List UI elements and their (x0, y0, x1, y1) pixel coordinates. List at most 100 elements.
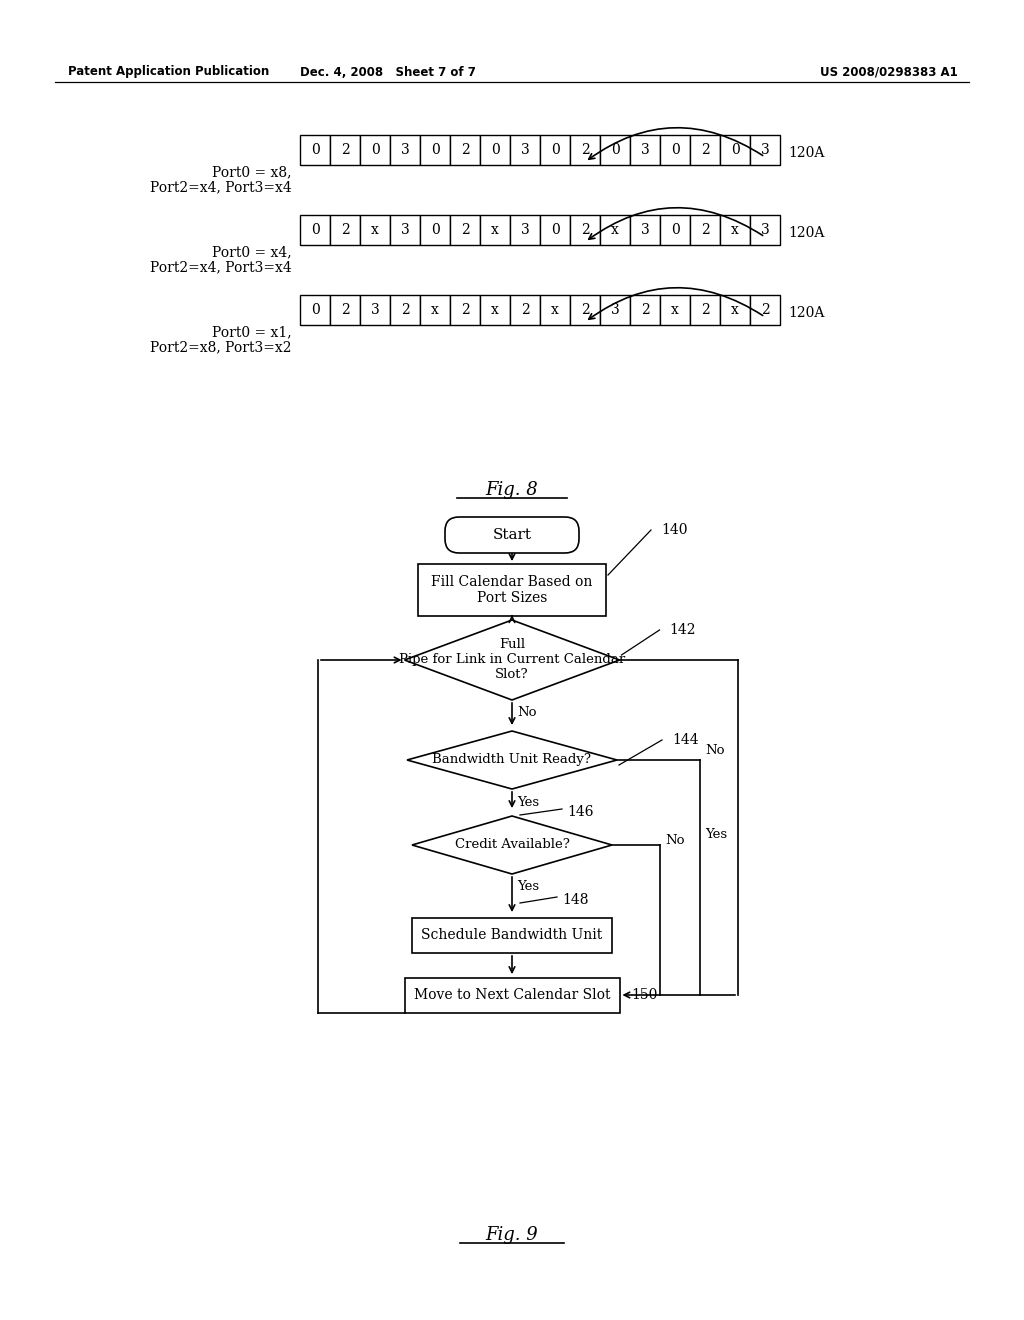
Text: 120A: 120A (788, 226, 824, 240)
Text: 3: 3 (400, 143, 410, 157)
Text: 3: 3 (520, 143, 529, 157)
Polygon shape (412, 816, 612, 874)
Bar (630, 135, 660, 165)
Bar (390, 135, 420, 165)
Text: 2: 2 (400, 304, 410, 317)
Text: Port0 = x8,: Port0 = x8, (213, 165, 292, 180)
Bar (404, 978, 620, 1012)
Text: 146: 146 (567, 805, 594, 818)
Text: 2: 2 (581, 304, 590, 317)
Text: 2: 2 (341, 304, 349, 317)
Text: 142: 142 (670, 623, 696, 638)
Text: x: x (671, 304, 679, 317)
Text: 0: 0 (671, 143, 679, 157)
Text: 0: 0 (310, 223, 319, 238)
Bar (420, 135, 450, 165)
Text: 2: 2 (581, 143, 590, 157)
Text: 2: 2 (700, 304, 710, 317)
Text: 3: 3 (761, 223, 769, 238)
Text: 0: 0 (371, 143, 379, 157)
Text: 2: 2 (761, 304, 769, 317)
Text: Yes: Yes (517, 880, 539, 894)
Text: Fig. 8: Fig. 8 (485, 480, 539, 499)
Bar (690, 294, 720, 325)
Text: 3: 3 (371, 304, 379, 317)
Text: Schedule Bandwidth Unit: Schedule Bandwidth Unit (421, 928, 603, 942)
Text: Move to Next Calendar Slot: Move to Next Calendar Slot (414, 987, 610, 1002)
Bar (540, 135, 570, 165)
Text: 3: 3 (641, 223, 649, 238)
Text: 148: 148 (562, 894, 589, 907)
Text: 0: 0 (431, 223, 439, 238)
Text: Yes: Yes (705, 829, 727, 842)
Text: 144: 144 (672, 733, 698, 747)
Bar (390, 215, 420, 246)
Bar (600, 294, 630, 325)
Text: US 2008/0298383 A1: US 2008/0298383 A1 (820, 66, 957, 78)
Text: 0: 0 (610, 143, 620, 157)
Bar (450, 135, 480, 165)
Text: Port2=x4, Port3=x4: Port2=x4, Port3=x4 (151, 260, 292, 275)
Text: 0: 0 (551, 223, 559, 238)
Text: 2: 2 (341, 223, 349, 238)
Text: 0: 0 (310, 304, 319, 317)
Bar (300, 294, 330, 325)
Text: 120A: 120A (788, 306, 824, 319)
FancyBboxPatch shape (445, 517, 579, 553)
Text: x: x (731, 304, 739, 317)
Bar (510, 135, 540, 165)
Text: 0: 0 (731, 143, 739, 157)
Bar (720, 215, 750, 246)
Text: 2: 2 (461, 143, 469, 157)
Bar (420, 215, 450, 246)
Bar (418, 564, 606, 616)
Bar (300, 135, 330, 165)
Text: 0: 0 (671, 223, 679, 238)
Text: Port0 = x4,: Port0 = x4, (212, 246, 292, 259)
Text: Port0 = x1,: Port0 = x1, (212, 325, 292, 339)
Text: x: x (492, 304, 499, 317)
Text: 0: 0 (551, 143, 559, 157)
Bar (300, 215, 330, 246)
Text: x: x (371, 223, 379, 238)
Text: 3: 3 (610, 304, 620, 317)
Text: 2: 2 (341, 143, 349, 157)
Polygon shape (404, 620, 620, 700)
Text: 140: 140 (662, 523, 687, 537)
Text: x: x (492, 223, 499, 238)
Text: Yes: Yes (517, 796, 539, 808)
Text: Bandwidth Unit Ready?: Bandwidth Unit Ready? (432, 754, 592, 767)
Bar (600, 135, 630, 165)
Text: Patent Application Publication: Patent Application Publication (68, 66, 269, 78)
Text: Port2=x8, Port3=x2: Port2=x8, Port3=x2 (151, 341, 292, 354)
Text: No: No (517, 705, 537, 718)
Text: 0: 0 (310, 143, 319, 157)
Bar (510, 215, 540, 246)
Polygon shape (407, 731, 617, 789)
Text: 2: 2 (581, 223, 590, 238)
Bar (570, 215, 600, 246)
Bar (390, 294, 420, 325)
Text: Fig. 9: Fig. 9 (485, 1226, 539, 1243)
Bar (360, 215, 390, 246)
Bar (420, 294, 450, 325)
Bar (750, 294, 780, 325)
Text: x: x (611, 223, 618, 238)
Bar (412, 917, 612, 953)
Text: 120A: 120A (788, 147, 824, 160)
Bar (450, 215, 480, 246)
Bar (330, 135, 360, 165)
Bar (690, 215, 720, 246)
Text: Full
Pipe for Link in Current Calendar
Slot?: Full Pipe for Link in Current Calendar S… (399, 639, 625, 681)
Bar (660, 215, 690, 246)
Bar (540, 215, 570, 246)
Bar (630, 294, 660, 325)
Bar (570, 135, 600, 165)
Text: 3: 3 (400, 223, 410, 238)
Bar (360, 294, 390, 325)
Text: 2: 2 (700, 143, 710, 157)
Bar (480, 294, 510, 325)
Text: x: x (551, 304, 559, 317)
Text: Port2=x4, Port3=x4: Port2=x4, Port3=x4 (151, 180, 292, 194)
Text: Start: Start (493, 528, 531, 543)
